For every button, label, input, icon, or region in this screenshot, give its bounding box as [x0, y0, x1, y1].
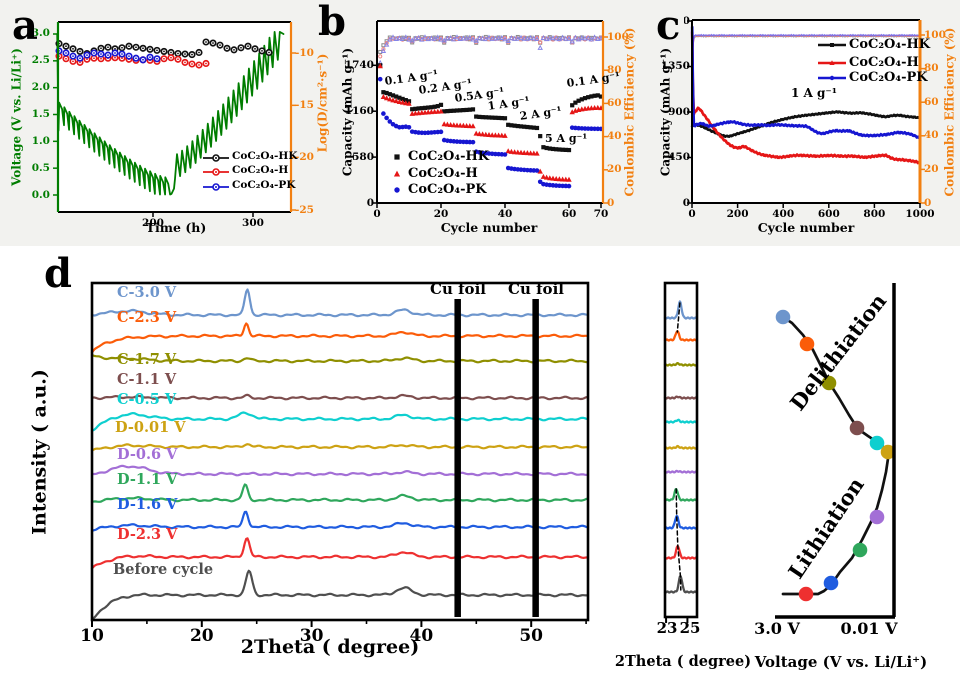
tick-label: 50	[519, 626, 544, 646]
a-legend-item: CoC₂O₄-H	[232, 164, 289, 176]
tick-label: 800	[863, 208, 886, 220]
panel-a-letter: a	[12, 2, 38, 49]
tick-label: 580	[352, 150, 374, 163]
tick-label: 40	[924, 129, 939, 142]
tick-label: 200	[726, 208, 749, 220]
xrd-trace-label: D-1.6 V	[117, 496, 178, 513]
cu-foil-annotation: Cu foil	[508, 280, 564, 298]
tick-label: -15	[295, 98, 314, 111]
voltage-left-label: 3.0 V	[754, 619, 800, 638]
xrd-trace-label: C-1.1 V	[117, 371, 177, 388]
tick-label: 400	[772, 208, 795, 220]
voltage-x-axis-title: Voltage (V vs. Li/Li⁺)	[754, 653, 928, 671]
tick-label: 300	[242, 217, 264, 229]
tick-label: 1160	[344, 104, 374, 117]
b-legend-item: CoC₂O₄-PK	[408, 182, 487, 197]
tick-label: 1350	[660, 60, 690, 72]
c-x-axis-title: Cycle number	[757, 220, 855, 235]
tick-label: 60	[561, 208, 577, 220]
zoom-x-tick: 25	[679, 619, 701, 637]
tick-label: 40	[607, 130, 622, 143]
tick-label: 600	[817, 208, 840, 220]
tick-label: 0.5	[31, 161, 50, 174]
tick-label: 1.0	[31, 134, 50, 147]
a-right-axis-title: Log(D/cm²·s⁻¹)	[315, 53, 330, 153]
xrd-trace-label: D-2.3 V	[117, 526, 178, 543]
panel-d-letter: d	[44, 250, 72, 297]
b-right-axis-title: Coulombic Efficiency (%)	[622, 27, 637, 197]
voltage-right-label: 0.01 V	[840, 619, 898, 638]
tick-label: 0	[366, 196, 374, 209]
xrd-trace-label: D-0.6 V	[117, 446, 178, 463]
a-legend-item: CoC₂O₄-PK	[232, 179, 296, 191]
c-y-axis-title: Capacity (mAh g⁻¹)	[658, 47, 673, 177]
tick-label: 450	[668, 151, 690, 163]
b-x-axis-title: Cycle number	[440, 220, 538, 235]
xrd-trace-label: C-0.5 V	[117, 391, 177, 408]
tick-label: 900	[668, 105, 690, 118]
tick-label: 0	[682, 196, 690, 209]
tick-label: 20	[607, 163, 622, 176]
tick-label: 30	[299, 626, 324, 646]
xrd-trace-label: D-0.01 V	[115, 419, 186, 436]
tick-label: 0	[688, 208, 696, 220]
tick-label: 1000	[905, 208, 935, 220]
tick-label: 0	[373, 208, 381, 220]
tick-label: 10	[80, 626, 104, 646]
tick-label: 1740	[344, 58, 374, 71]
tick-label: 0	[924, 196, 932, 209]
xrd-trace-label: C-1.7 V	[117, 351, 177, 368]
tick-label: 1.5	[31, 107, 50, 120]
tick-label: 3.0	[31, 27, 50, 40]
panel-b-letter: b	[318, 0, 346, 45]
tick-label: 80	[607, 63, 622, 76]
b-legend-item: CoC₂O₄-H	[408, 166, 478, 181]
tick-label: 40	[409, 626, 434, 646]
tick-label: 20	[189, 626, 214, 646]
tick-label: 20	[433, 208, 449, 220]
xrd-trace-label: Before cycle	[113, 561, 214, 578]
c-right-axis-title: Coulombic Efficiency (%)	[942, 27, 957, 197]
a-legend-item: CoC₂O₄-HK	[232, 150, 298, 162]
tick-label: 0	[607, 196, 615, 209]
tick-label: 100	[924, 28, 946, 41]
tick-label: 40	[497, 208, 513, 220]
tick-label: 70	[593, 208, 609, 220]
zoom-x-tick: 23	[656, 619, 678, 637]
cu-foil-annotation: Cu foil	[430, 280, 486, 298]
tick-label: 80	[924, 62, 939, 75]
tick-label: 2.0	[31, 81, 50, 94]
tick-label: 0.0	[31, 188, 50, 201]
tick-label: 2.5	[31, 54, 50, 67]
panel-c-letter: c	[652, 6, 685, 46]
c-legend-item: CoC₂O₄-PK	[849, 70, 928, 85]
tick-label: -20	[295, 151, 314, 164]
tick-label: 100	[607, 30, 629, 43]
a-x-axis-title: Time (h)	[145, 220, 207, 235]
b-y-axis-title: Capacity (mAh g⁻¹)	[340, 47, 355, 177]
tick-label: -10	[295, 46, 314, 59]
d-x-axis-title: 2Theta ( degree)	[240, 636, 420, 658]
b-legend-item: CoC₂O₄-HK	[408, 149, 490, 164]
tick-label: -25	[295, 203, 314, 216]
tick-label: 60	[924, 95, 939, 108]
tick-label: 60	[607, 96, 622, 109]
tick-label: 200	[142, 217, 164, 229]
c-rate-annotation: 1 A g⁻¹	[791, 86, 837, 100]
d-y-axis-title: Intensity ( a.u.)	[28, 369, 51, 535]
zoom-x-axis-title: 2Theta ( degree)	[614, 653, 752, 670]
xrd-trace-label: D-1.1 V	[117, 471, 178, 488]
c-legend-item: CoC₂O₄-HK	[849, 37, 931, 52]
tick-label: 20	[924, 162, 939, 175]
a-y-axis-title: Voltage (V vs. Li/Li⁺)	[9, 48, 24, 186]
xrd-trace-label: C-2.3 V	[117, 309, 177, 326]
c-legend-item: CoC₂O₄-H	[849, 55, 919, 70]
b-rate-annotation: 5 A g⁻¹	[545, 132, 588, 145]
xrd-trace-label: C-3.0 V	[117, 284, 177, 301]
